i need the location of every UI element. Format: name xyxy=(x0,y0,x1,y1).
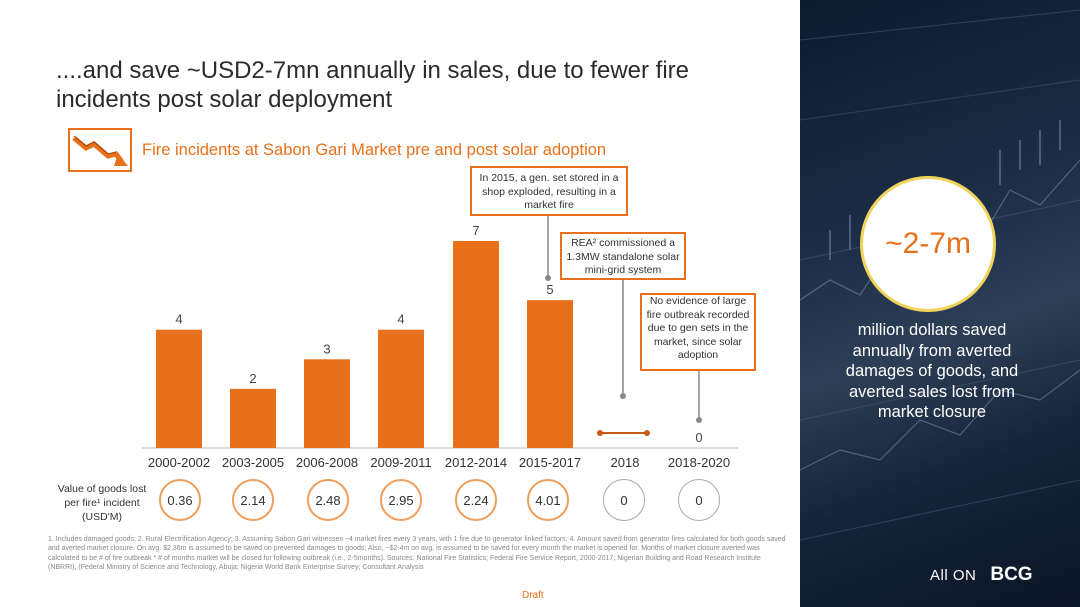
data-label: 4 xyxy=(175,312,182,327)
value-row-label: Value of goods lost per fire¹ incident (… xyxy=(57,483,147,523)
data-label: 4 xyxy=(397,312,404,327)
value-circle: 0 xyxy=(678,479,720,521)
connector-dot xyxy=(696,417,702,423)
callout-rea: REA² commissioned a 1.3MW standalone sol… xyxy=(560,232,686,280)
bar xyxy=(304,359,350,448)
data-label: 3 xyxy=(323,341,330,356)
bar xyxy=(230,388,276,448)
draft-label: Draft xyxy=(522,590,544,601)
bar xyxy=(156,329,202,448)
callout-2015: In 2015, a gen. set stored in a shop exp… xyxy=(470,166,628,216)
tick-label: 2009-2011 xyxy=(370,455,431,470)
data-label: 7 xyxy=(472,223,479,238)
marker-2018-dot xyxy=(597,430,603,436)
data-label: 5 xyxy=(546,282,553,297)
highlight-description: million dollars saved annually from aver… xyxy=(845,321,1019,421)
value-circle: 4.01 xyxy=(527,479,569,521)
value-circle: 2.95 xyxy=(380,479,422,521)
connector-dot xyxy=(620,393,626,399)
tick-label: 2000-2002 xyxy=(148,455,210,470)
connector-dot xyxy=(545,275,551,281)
tick-label: 2012-2014 xyxy=(445,455,507,470)
tick-label: 2015-2017 xyxy=(519,455,581,470)
callout-no-evidence: No evidence of large fire outbreak recor… xyxy=(640,293,756,371)
data-label: 0 xyxy=(695,430,702,445)
data-label: 2 xyxy=(249,371,256,386)
highlight-circle: ~2-7m xyxy=(860,176,996,312)
bar xyxy=(378,329,424,448)
tick-label: 2006-2008 xyxy=(296,455,358,470)
chart-subtitle: Fire incidents at Sabon Gari Market pre … xyxy=(142,141,607,159)
allon-logo: All ON xyxy=(930,566,977,584)
bar xyxy=(527,300,573,448)
value-circle: 0.36 xyxy=(159,479,201,521)
tick-label: 2018 xyxy=(611,455,640,470)
tick-label: 2018-2020 xyxy=(668,455,730,470)
footnote: 1. Includes damaged goods; 2. Rural Elec… xyxy=(48,536,786,571)
bcg-logo: BCG xyxy=(990,564,1033,585)
value-circle: 0 xyxy=(603,479,645,521)
logos: All ON BCG xyxy=(930,564,1033,586)
marker-2018-dot xyxy=(644,430,650,436)
tick-label: 2003-2005 xyxy=(222,455,284,470)
bar xyxy=(453,241,499,448)
bar-chart: 4 2000-2002 2 2003-2005 3 2006-2008 4 2009-2011… xyxy=(142,216,738,470)
declining-chart-icon xyxy=(68,128,132,172)
value-circle: 2.14 xyxy=(232,479,274,521)
page-title: ....and save ~USD2-7mn annually in sales… xyxy=(56,57,689,113)
value-circle: 2.24 xyxy=(455,479,497,521)
value-circle: 2.48 xyxy=(307,479,349,521)
